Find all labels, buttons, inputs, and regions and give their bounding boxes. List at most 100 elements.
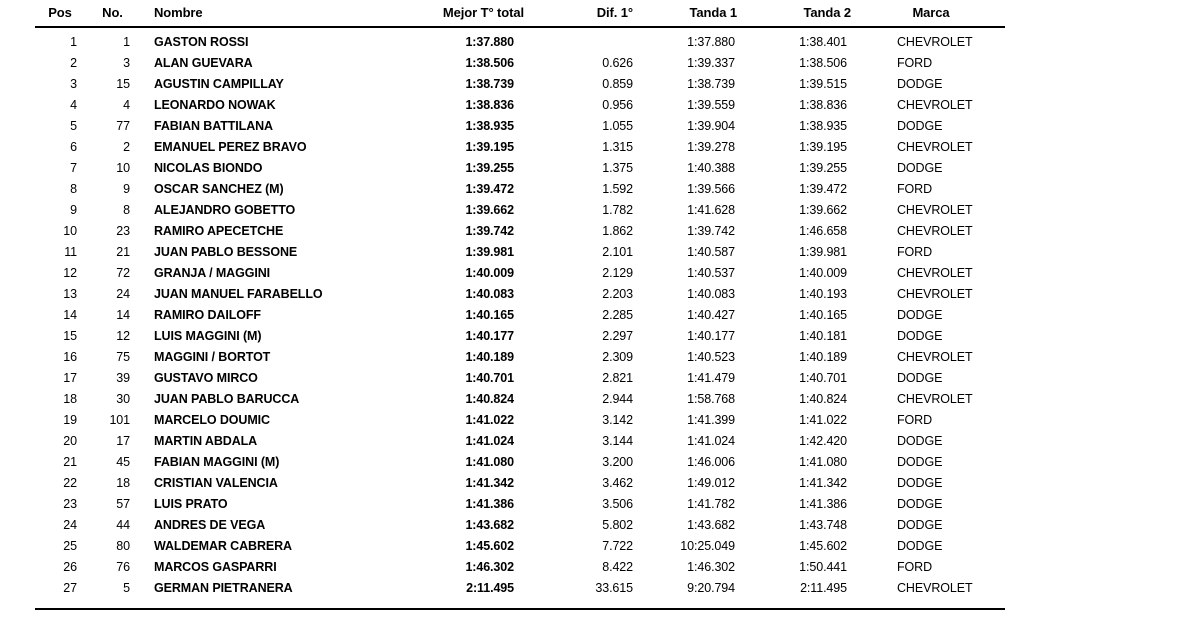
table-row: 26 76 MARCOS GASPARRI 1:46.302 8.422 1:46.302… (35, 556, 1005, 577)
table-row: 25 80 WALDEMAR CABRERA 1:45.602 7.722 10:25.0… (35, 535, 1005, 556)
cell-marca: CHEVROLET (897, 286, 973, 301)
cell-dif_1: 2.129 (602, 265, 633, 280)
cell-marca: FORD (897, 412, 933, 427)
cell-mejor_total: 1:45.602 (465, 538, 514, 553)
cell-tanda1: 1:40.587 (687, 244, 735, 259)
cell-no: 12 (116, 328, 130, 343)
cell-tanda1: 1:41.024 (687, 433, 735, 448)
cell-no: 15 (116, 76, 130, 91)
cell-dif_1: 1.375 (602, 160, 633, 175)
cell-tanda2: 1:45.602 (799, 538, 847, 553)
cell-tanda2: 1:39.472 (799, 181, 847, 196)
cell-tanda1: 9:20.794 (687, 580, 735, 595)
cell-tanda1: 1:40.523 (687, 349, 735, 364)
cell-nombre: RAMIRO DAILOFF (154, 307, 261, 322)
cell-tanda1: 1:41.628 (687, 202, 735, 217)
cell-mejor_total: 1:39.742 (465, 223, 514, 238)
cell-pos: 20 (63, 433, 77, 448)
cell-nombre: ANDRES DE VEGA (154, 517, 266, 532)
cell-dif_1 (532, 27, 642, 52)
cell-tanda2: 1:39.255 (799, 160, 847, 175)
cell-tanda2: 2:11.495 (800, 580, 847, 595)
cell-dif_1: 1.315 (602, 139, 633, 154)
column-header-pos: Pos (35, 0, 85, 28)
cell-marca: CHEVROLET (897, 97, 973, 112)
table-row: 9 8 ALEJANDRO GOBETTO 1:39.662 1.782 1:41.628… (35, 199, 1005, 220)
cell-pos: 19 (63, 412, 77, 427)
cell-pos: 11 (64, 244, 77, 259)
cell-mejor_total: 1:38.739 (465, 76, 514, 91)
cell-mejor_total: 2:11.495 (466, 580, 514, 595)
cell-marca: DODGE (897, 517, 943, 532)
cell-mejor_total: 1:39.255 (465, 160, 514, 175)
cell-nombre: JUAN MANUEL FARABELLO (154, 286, 323, 301)
cell-tanda2: 1:40.701 (799, 370, 847, 385)
cell-marca: CHEVROLET (897, 580, 973, 595)
cell-no: 44 (116, 517, 130, 532)
cell-tanda1: 1:39.559 (687, 97, 735, 112)
cell-marca: DODGE (897, 118, 943, 133)
table-row: 4 4 LEONARDO NOWAK 1:38.836 0.956 1:39.559 1:3… (35, 94, 1005, 115)
cell-nombre: CRISTIAN VALENCIA (154, 475, 278, 490)
cell-no: 4 (123, 97, 130, 112)
table-row: 6 2 EMANUEL PEREZ BRAVO 1:39.195 1.315 1:39.2… (35, 136, 1005, 157)
cell-no: 24 (116, 286, 130, 301)
cell-mejor_total: 1:41.386 (465, 496, 514, 511)
cell-tanda2: 1:50.441 (799, 559, 847, 574)
table-row: 3 15 AGUSTIN CAMPILLAY 1:38.739 0.859 1:38.73… (35, 73, 1005, 94)
cell-no: 18 (116, 475, 130, 490)
cell-tanda2: 1:39.662 (799, 202, 847, 217)
results-table: Pos No. Nombre Mejor T° total Dif. 1° Ta… (35, 0, 1005, 598)
cell-marca: FORD (897, 55, 933, 70)
cell-dif_1: 3.200 (602, 454, 633, 469)
cell-marca: DODGE (897, 370, 943, 385)
cell-tanda2: 1:39.515 (799, 76, 847, 91)
cell-tanda1: 1:46.006 (687, 454, 735, 469)
cell-pos: 16 (63, 349, 77, 364)
cell-mejor_total: 1:40.189 (465, 349, 514, 364)
cell-marca: CHEVROLET (897, 349, 973, 364)
table-row: 22 18 CRISTIAN VALENCIA 1:41.342 3.462 1:49.0… (35, 472, 1005, 493)
cell-dif_1: 2.944 (602, 391, 633, 406)
cell-pos: 14 (63, 307, 77, 322)
table-bottom-rule (35, 608, 1005, 610)
cell-dif_1: 7.722 (602, 538, 633, 553)
cell-pos: 5 (70, 118, 77, 133)
cell-pos: 27 (63, 580, 77, 595)
header-row: Pos No. Nombre Mejor T° total Dif. 1° Ta… (35, 0, 1005, 28)
cell-nombre: JUAN PABLO BESSONE (154, 244, 298, 259)
cell-tanda1: 1:41.782 (687, 496, 735, 511)
cell-tanda2: 1:40.193 (799, 286, 847, 301)
table-row: 10 23 RAMIRO APECETCHE 1:39.742 1.862 1:39.74… (35, 220, 1005, 241)
cell-tanda2: 1:39.981 (799, 244, 847, 259)
cell-nombre: RAMIRO APECETCHE (154, 223, 284, 238)
cell-marca: DODGE (897, 433, 943, 448)
cell-tanda1: 10:25.049 (680, 538, 735, 553)
cell-nombre: MARCELO DOUMIC (154, 412, 270, 427)
cell-mejor_total: 1:37.880 (465, 34, 514, 49)
cell-no: 23 (116, 223, 130, 238)
cell-mejor_total: 1:38.506 (465, 55, 514, 70)
cell-mejor_total: 1:43.682 (465, 517, 514, 532)
cell-dif_1: 3.506 (602, 496, 633, 511)
cell-tanda1: 1:40.177 (687, 328, 735, 343)
cell-pos: 4 (70, 97, 77, 112)
cell-dif_1: 2.309 (602, 349, 633, 364)
column-header-marca: Marca (857, 0, 1005, 28)
cell-marca: DODGE (897, 76, 943, 91)
cell-pos: 9 (70, 202, 77, 217)
cell-no: 14 (116, 307, 130, 322)
cell-pos: 2 (70, 55, 77, 70)
cell-marca: CHEVROLET (897, 202, 973, 217)
cell-tanda2: 1:43.748 (799, 517, 847, 532)
cell-mejor_total: 1:39.981 (465, 244, 514, 259)
cell-dif_1: 2.297 (602, 328, 633, 343)
cell-nombre: NICOLAS BIONDO (154, 160, 263, 175)
cell-dif_1: 2.285 (602, 307, 633, 322)
column-header-tanda-1: Tanda 1 (642, 0, 745, 28)
table-row: 12 72 GRANJA / MAGGINI 1:40.009 2.129 1:40.53… (35, 262, 1005, 283)
cell-mejor_total: 1:40.009 (465, 265, 514, 280)
cell-no: 39 (116, 370, 130, 385)
cell-pos: 15 (63, 328, 77, 343)
